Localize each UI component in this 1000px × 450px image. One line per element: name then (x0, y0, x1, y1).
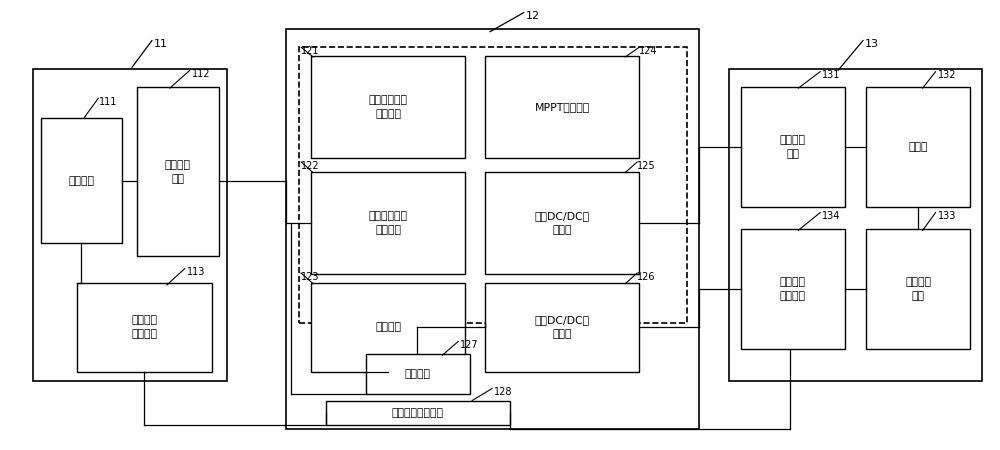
Text: 112: 112 (192, 68, 210, 79)
Text: 127: 127 (460, 340, 479, 350)
Text: 控制单元: 控制单元 (405, 369, 431, 379)
Text: 124: 124 (639, 46, 658, 56)
Bar (33, 69, 227, 381)
Bar (741, 230, 845, 350)
Text: 第二光纤通信模块: 第二光纤通信模块 (392, 408, 444, 418)
Text: 123: 123 (301, 272, 320, 282)
Bar (311, 283, 465, 372)
Text: 111: 111 (99, 97, 118, 107)
Bar (485, 283, 639, 372)
Text: 125: 125 (637, 161, 656, 171)
Text: 122: 122 (301, 161, 320, 171)
Bar (326, 400, 510, 425)
Bar (311, 56, 465, 158)
Text: 133: 133 (938, 211, 956, 221)
Text: 控制单元: 控制单元 (68, 176, 94, 185)
Text: 第一光纤
通信模块: 第一光纤 通信模块 (131, 315, 157, 339)
Text: 第三光纤
通信模块: 第三光纤 通信模块 (780, 278, 806, 302)
Text: 121: 121 (301, 46, 320, 56)
Text: 113: 113 (187, 267, 205, 277)
Bar (485, 56, 639, 158)
Bar (286, 29, 699, 429)
Text: MPPT控制模块: MPPT控制模块 (535, 102, 590, 112)
Text: 第一功率光伏
转换模块: 第一功率光伏 转换模块 (369, 95, 408, 119)
Bar (41, 118, 122, 243)
Bar (366, 354, 470, 394)
Bar (729, 69, 982, 381)
Text: 128: 128 (494, 387, 513, 397)
Bar (866, 87, 970, 207)
Bar (299, 47, 687, 323)
Text: 供能用激
光器: 供能用激 光器 (165, 160, 191, 184)
Text: 132: 132 (938, 70, 956, 81)
Text: 第二DC/DC升
压模块: 第二DC/DC升 压模块 (535, 315, 590, 339)
Bar (311, 171, 465, 274)
Text: 13: 13 (865, 39, 879, 49)
Text: 126: 126 (637, 272, 656, 282)
Text: 第一DC/DC升
压模块: 第一DC/DC升 压模块 (535, 211, 590, 235)
Bar (485, 171, 639, 274)
Text: 11: 11 (154, 39, 168, 49)
Bar (741, 87, 845, 207)
Text: 131: 131 (822, 70, 841, 81)
Text: 电压调整
模块: 电压调整 模块 (780, 135, 806, 159)
Bar (866, 230, 970, 350)
Text: 蓄电池: 蓄电池 (908, 142, 928, 152)
Text: 12: 12 (526, 11, 540, 21)
Text: 134: 134 (822, 211, 841, 221)
Text: 储能模块: 储能模块 (375, 322, 401, 332)
Text: 第二功率光伏
转换模块: 第二功率光伏 转换模块 (369, 211, 408, 235)
Bar (77, 283, 212, 372)
Bar (137, 87, 219, 256)
Text: 电量监控
模块: 电量监控 模块 (905, 278, 931, 302)
